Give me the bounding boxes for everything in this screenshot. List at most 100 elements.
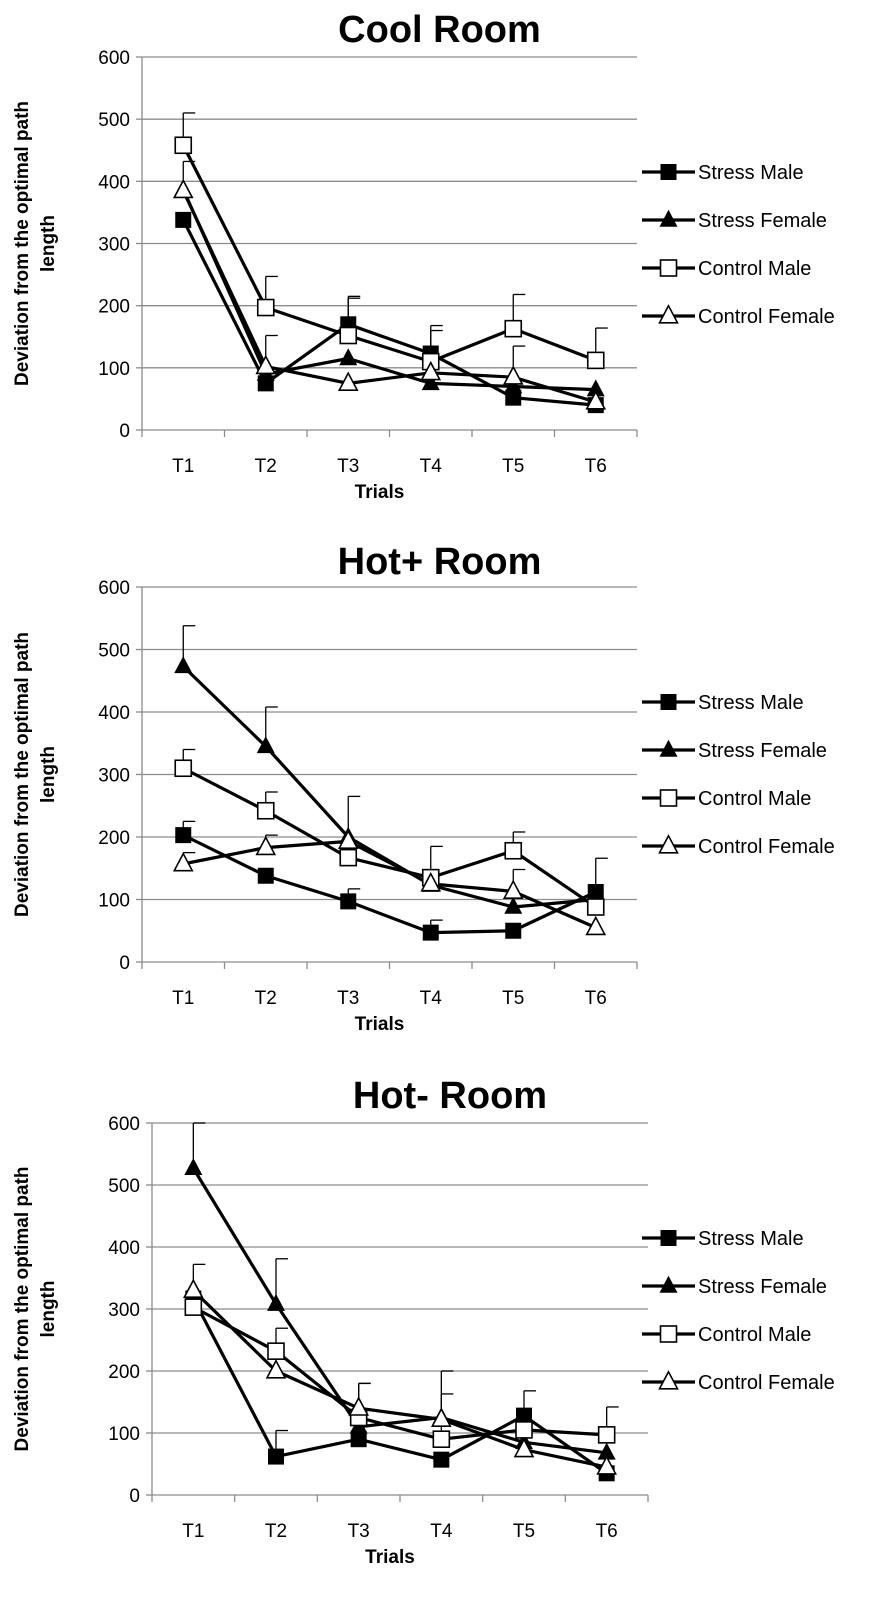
x-tick-label: T2 xyxy=(255,456,277,477)
data-point xyxy=(337,371,359,391)
data-point xyxy=(256,801,275,820)
legend-label: Stress Female xyxy=(698,1276,827,1298)
legend-label: Control Male xyxy=(698,1324,811,1346)
y-tick-label: 600 xyxy=(108,1114,140,1135)
data-point xyxy=(502,365,524,385)
data-point xyxy=(504,841,523,860)
legend-marker xyxy=(659,789,678,807)
x-axis-title: Trials xyxy=(355,1014,405,1035)
data-point xyxy=(420,871,442,892)
y-axis-title-line2: length xyxy=(38,215,59,272)
series-line xyxy=(181,144,597,364)
legend: Stress Male Stress Female Control Male Cont… xyxy=(642,692,835,858)
data-point xyxy=(505,922,522,939)
data-point xyxy=(339,848,358,867)
series-stress-female xyxy=(191,1122,607,1455)
series-line xyxy=(181,188,596,392)
data-point xyxy=(183,1278,204,1298)
y-tick-label: 0 xyxy=(119,953,130,974)
data-point xyxy=(174,759,193,778)
y-tick-label: 300 xyxy=(98,766,130,787)
series-control-male xyxy=(182,748,608,909)
data-point xyxy=(348,1396,369,1416)
x-tick-label: T5 xyxy=(502,456,524,477)
x-tick-label: T6 xyxy=(596,1521,618,1542)
data-point xyxy=(502,879,524,899)
series-line xyxy=(182,665,596,909)
chart-title: Hot- Room xyxy=(353,1075,547,1117)
series-line xyxy=(182,839,597,930)
data-point xyxy=(420,360,442,381)
data-point xyxy=(515,1421,533,1439)
data-point xyxy=(184,1158,203,1176)
y-tick-label: 200 xyxy=(98,297,130,318)
legend-label: Stress Female xyxy=(698,210,827,232)
legend-marker xyxy=(660,694,677,710)
data-point xyxy=(431,1407,452,1427)
data-point xyxy=(265,1359,287,1379)
markers-stress-female xyxy=(174,179,605,397)
series-control-female xyxy=(192,1289,607,1469)
y-tick-label: 400 xyxy=(108,1238,140,1259)
data-point xyxy=(513,1437,535,1458)
x-tick-label: T3 xyxy=(348,1521,370,1542)
y-axis-title-line2: length xyxy=(38,1281,59,1338)
x-tick-label: T3 xyxy=(337,456,359,477)
y-tick-label: 200 xyxy=(98,828,130,849)
data-point xyxy=(586,379,605,397)
series-line xyxy=(191,1167,607,1455)
legend: Stress Male Stress Female Control Male Cont… xyxy=(642,162,835,328)
y-axis-title-line1: Deviation from the optimal path xyxy=(12,632,33,917)
data-point xyxy=(597,1442,616,1460)
legend-label: Stress Female xyxy=(698,740,827,762)
markers-stress-male xyxy=(185,1290,615,1482)
markers-control-female xyxy=(172,178,607,410)
data-point xyxy=(504,376,523,394)
data-point xyxy=(596,1455,617,1475)
markers-control-male xyxy=(184,1298,616,1448)
x-tick-label: T4 xyxy=(430,1521,453,1542)
y-tick-label: 100 xyxy=(108,1424,140,1445)
chart-title: Cool Room xyxy=(338,9,541,51)
x-tick-label: T3 xyxy=(337,988,359,1009)
data-point xyxy=(175,827,192,844)
legend: Stress Male Stress Female Control Male Cont… xyxy=(642,1228,835,1394)
legend-label: Control Female xyxy=(698,1372,835,1394)
series-control-female xyxy=(182,834,597,930)
x-tick-label: T1 xyxy=(182,1521,204,1542)
x-axis-title: Trials xyxy=(365,1547,415,1568)
data-point xyxy=(505,389,522,406)
y-tick-label: 0 xyxy=(119,421,130,442)
data-point xyxy=(172,851,194,872)
y-tick-label: 400 xyxy=(98,703,130,724)
x-tick-label: T2 xyxy=(265,1521,287,1542)
data-point xyxy=(267,1293,285,1311)
data-point xyxy=(516,1407,532,1424)
legend-label: Stress Male xyxy=(698,1228,804,1250)
data-point xyxy=(504,896,523,914)
series-line xyxy=(192,1289,607,1469)
x-tick-label: T6 xyxy=(585,456,607,477)
data-point xyxy=(175,211,192,228)
series-stress-male xyxy=(182,820,597,935)
legend-label: Control Female xyxy=(698,306,835,328)
data-point xyxy=(255,354,277,375)
x-axis-title: Trials xyxy=(355,482,405,503)
legend-marker xyxy=(658,834,679,854)
data-point xyxy=(585,390,607,410)
y-tick-label: 300 xyxy=(98,235,130,256)
legend-label: Control Female xyxy=(698,836,835,858)
y-tick-label: 500 xyxy=(108,1176,140,1197)
legend-label: Control Male xyxy=(698,258,811,280)
series-line xyxy=(181,219,596,407)
data-point xyxy=(586,898,605,916)
data-point xyxy=(433,1451,450,1468)
data-point xyxy=(340,893,357,910)
data-point xyxy=(597,1426,616,1444)
y-tick-label: 500 xyxy=(98,641,130,662)
y-tick-label: 600 xyxy=(98,578,130,599)
x-tick-label: T2 xyxy=(255,988,277,1009)
legend-label: Control Male xyxy=(698,788,811,810)
chart-title: Hot+ Room xyxy=(338,541,542,583)
legend-marker xyxy=(660,1230,677,1246)
